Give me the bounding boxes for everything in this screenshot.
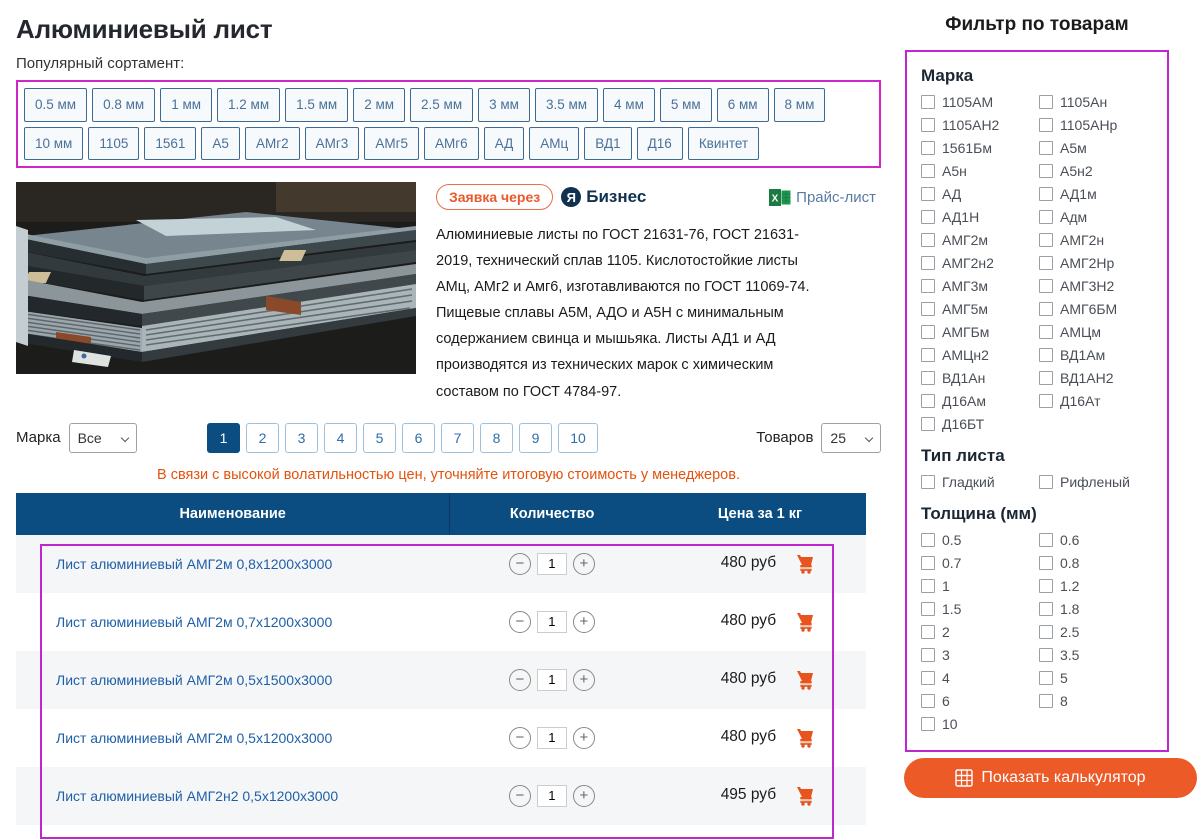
svg-text:X: X	[772, 193, 779, 204]
